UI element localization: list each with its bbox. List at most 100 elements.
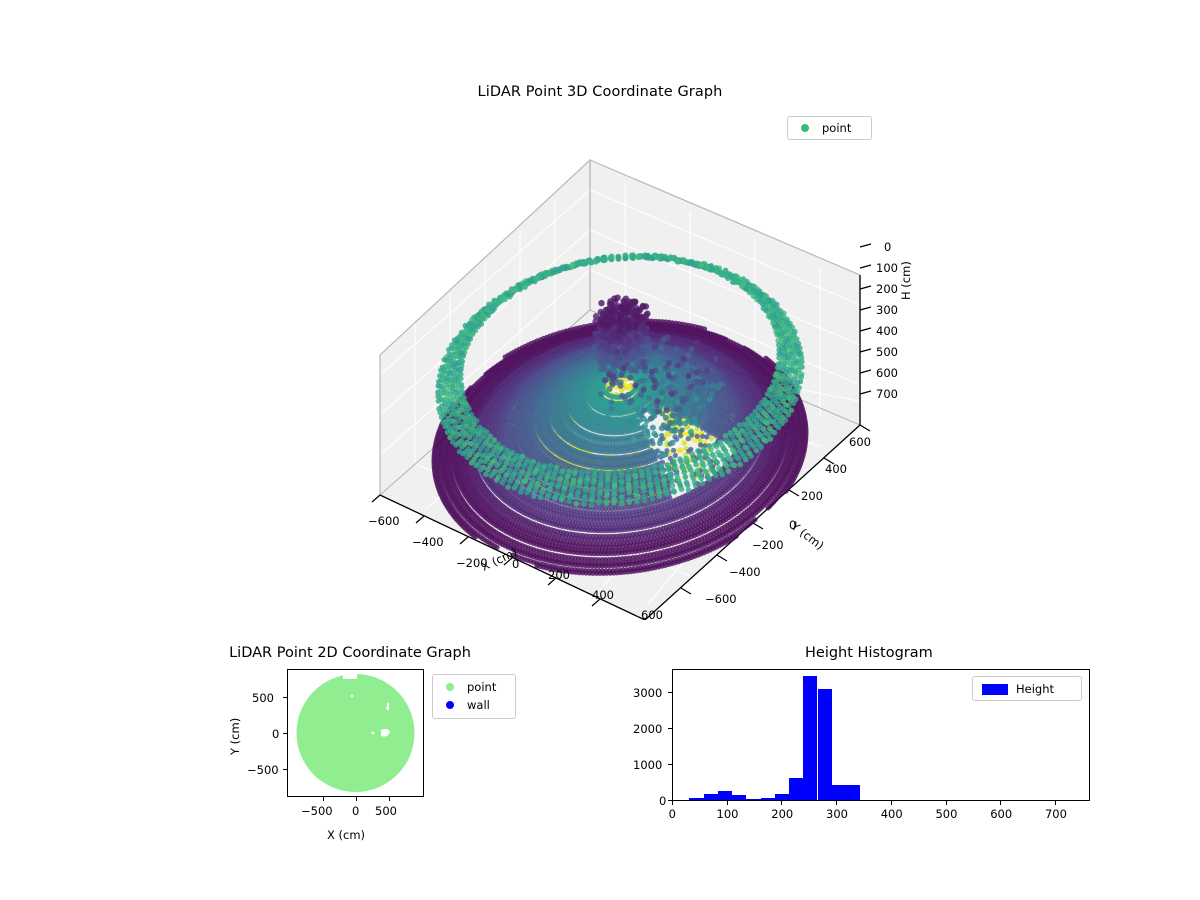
disc-gap-small-1 bbox=[371, 731, 375, 735]
plot2d-xtick-500 bbox=[389, 797, 390, 801]
h-tick-700: 700 bbox=[876, 387, 898, 401]
hist-xlabel-0: 0 bbox=[668, 807, 676, 821]
disc-gap-right bbox=[381, 728, 390, 737]
y-tick-200: 200 bbox=[801, 489, 823, 503]
plot2d-title: LiDAR Point 2D Coordinate Graph bbox=[229, 645, 471, 661]
plot2d-xlabel-m500: −500 bbox=[301, 804, 333, 818]
x-tick-m400: −400 bbox=[412, 535, 444, 549]
point-cloud bbox=[431, 252, 809, 576]
plot2d-ytick-0 bbox=[283, 733, 287, 734]
height-patch-icon bbox=[978, 683, 1012, 695]
histogram-bar bbox=[789, 777, 804, 800]
plot3d-canvas bbox=[371, 158, 872, 628]
plot3d-legend: point bbox=[787, 116, 872, 140]
point-disc bbox=[296, 674, 415, 792]
plot2d-xlabel-500: 500 bbox=[375, 804, 397, 818]
histogram-bar bbox=[760, 797, 775, 800]
x-tick-0: 0 bbox=[512, 557, 520, 571]
plot2d-legend: point wall bbox=[432, 674, 516, 719]
y-tick-m600: −600 bbox=[705, 592, 737, 606]
disc-gap-small-4 bbox=[387, 703, 389, 710]
hist-ylabel-2000: 2000 bbox=[633, 722, 663, 736]
y-tick-m200: −200 bbox=[752, 538, 784, 552]
plot2d-ytick-m500 bbox=[283, 769, 287, 770]
point-marker-icon-2d bbox=[437, 683, 463, 691]
y-tick-400: 400 bbox=[825, 462, 847, 476]
legend-label-point: point bbox=[822, 121, 852, 135]
histogram-bar bbox=[817, 688, 832, 800]
histogram-title: Height Histogram bbox=[805, 645, 933, 661]
histogram-bar bbox=[746, 798, 761, 800]
lidar-2d-scatter-plot[interactable] bbox=[287, 669, 424, 797]
lidar-3d-scatter-plot[interactable] bbox=[300, 140, 920, 628]
disc-gap-small-2 bbox=[350, 694, 354, 698]
plot2d-ylabel-0: 0 bbox=[272, 727, 280, 741]
histogram-legend: Height bbox=[972, 676, 1082, 701]
hist-xtick-600 bbox=[1000, 801, 1002, 805]
hist-xlabel-700: 700 bbox=[1044, 807, 1067, 821]
hist-xtick-200 bbox=[781, 801, 783, 805]
h-tick-100: 100 bbox=[876, 261, 898, 275]
hist-ylabel-0: 0 bbox=[659, 794, 667, 808]
legend-item-height: Height bbox=[978, 680, 1076, 698]
hist-ytick-2000 bbox=[668, 728, 672, 729]
hist-xtick-400 bbox=[890, 801, 892, 805]
hist-xtick-0 bbox=[672, 801, 673, 805]
histogram-bar bbox=[732, 795, 747, 800]
plot2d-xlabel-0: 0 bbox=[352, 804, 360, 818]
h-tick-600: 600 bbox=[876, 366, 898, 380]
legend-item-wall-2d: wall bbox=[437, 696, 511, 714]
h-axis-label: H (cm) bbox=[899, 261, 913, 300]
hist-xlabel-500: 500 bbox=[935, 807, 958, 821]
plot2d-y-axis-label: Y (cm) bbox=[228, 717, 242, 755]
hist-ytick-0 bbox=[668, 800, 672, 801]
histogram-bar bbox=[845, 784, 861, 800]
hist-xlabel-600: 600 bbox=[990, 807, 1013, 821]
hist-xlabel-300: 300 bbox=[826, 807, 848, 821]
hist-xlabel-200: 200 bbox=[771, 807, 794, 821]
x-tick-m600: −600 bbox=[368, 514, 400, 528]
legend-label-wall: wall bbox=[467, 698, 490, 712]
h-tick-0: 0 bbox=[884, 240, 892, 254]
hist-xtick-700 bbox=[1055, 801, 1057, 805]
hist-ytick-1000 bbox=[668, 764, 672, 765]
h-tick-200: 200 bbox=[876, 282, 898, 296]
legend-label-point-2d: point bbox=[467, 680, 497, 694]
hist-ylabel-1000: 1000 bbox=[633, 758, 663, 772]
histogram-bar bbox=[803, 676, 818, 800]
h-axis-ticks bbox=[859, 243, 872, 395]
plot2d-xtick-m500 bbox=[323, 797, 324, 801]
wall-marker-icon bbox=[437, 701, 463, 709]
x-tick-200: 200 bbox=[548, 568, 570, 582]
x-tick-m200: −200 bbox=[456, 556, 488, 570]
hist-ylabel-3000: 3000 bbox=[633, 686, 663, 700]
point-marker-icon bbox=[792, 124, 818, 132]
histogram-bars bbox=[673, 670, 1089, 800]
hist-xlabel-100: 100 bbox=[716, 807, 739, 821]
hist-ytick-3000 bbox=[668, 692, 672, 693]
hist-xtick-100 bbox=[726, 801, 728, 805]
histogram-bar bbox=[689, 797, 704, 800]
plot2d-ytick-500 bbox=[283, 697, 287, 698]
plot2d-ylabel-500: 500 bbox=[252, 691, 274, 705]
hist-xlabel-400: 400 bbox=[880, 807, 903, 821]
plot2d-xtick-0 bbox=[356, 797, 357, 801]
histogram-bar bbox=[831, 784, 846, 800]
disc-notch-top bbox=[343, 673, 357, 679]
plot2d-canvas bbox=[296, 673, 415, 792]
y-tick-600: 600 bbox=[849, 435, 871, 449]
hist-xtick-500 bbox=[945, 801, 947, 805]
h-tick-400: 400 bbox=[876, 324, 898, 338]
h-tick-500: 500 bbox=[876, 345, 898, 359]
histogram-bar bbox=[717, 791, 733, 800]
legend-item-point-2d: point bbox=[437, 678, 511, 696]
plot2d-ylabel-m500: −500 bbox=[247, 763, 279, 777]
plot3d-title: LiDAR Point 3D Coordinate Graph bbox=[477, 84, 723, 100]
histogram-bar bbox=[703, 794, 718, 800]
hist-xtick-300 bbox=[836, 801, 838, 805]
x-tick-600: 600 bbox=[641, 608, 663, 622]
h-tick-300: 300 bbox=[876, 303, 898, 317]
histogram-bar bbox=[774, 794, 790, 800]
legend-label-height: Height bbox=[1016, 682, 1055, 696]
